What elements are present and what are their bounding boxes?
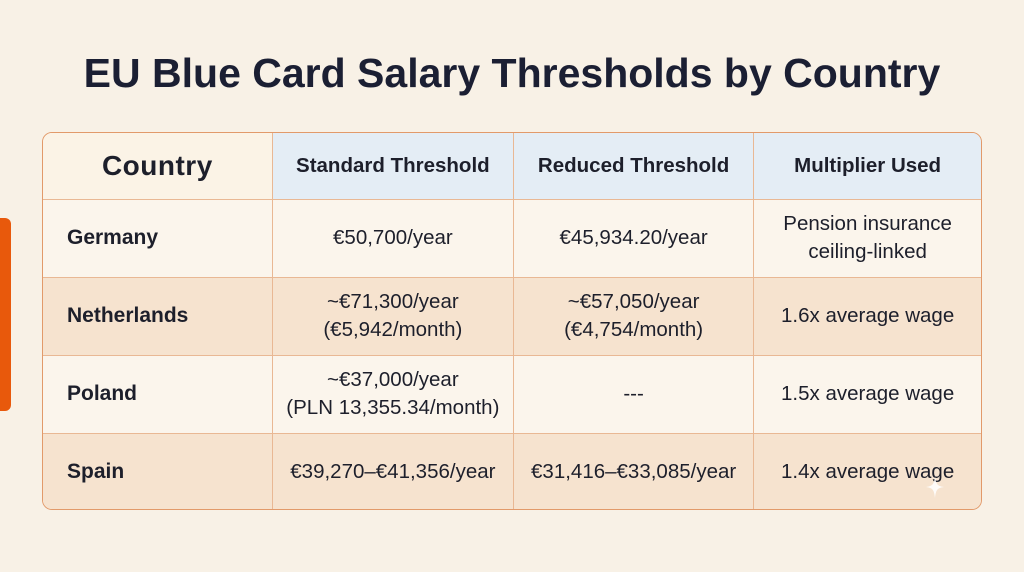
header-multiplier-used: Multiplier Used xyxy=(753,133,981,200)
threshold-table: Country Standard Threshold Reduced Thres… xyxy=(43,133,981,509)
page-title: EU Blue Card Salary Thresholds by Countr… xyxy=(83,50,941,96)
table-row: Netherlands ~€71,300/year (€5,942/month)… xyxy=(43,277,981,356)
table-row: Poland ~€37,000/year (PLN 13,355.34/mont… xyxy=(43,355,981,434)
cell-multiplier-used: 1.4x average wage xyxy=(753,433,981,509)
cell-country: Spain xyxy=(43,433,273,509)
cell-reduced-threshold: €31,416–€33,085/year xyxy=(513,433,755,509)
cell-standard-threshold: €50,700/year xyxy=(272,199,514,278)
accent-bar xyxy=(0,218,11,411)
cell-country: Germany xyxy=(43,199,273,278)
table-header-row: Country Standard Threshold Reduced Thres… xyxy=(43,133,981,200)
table-row: Germany €50,700/year €45,934.20/year Pen… xyxy=(43,199,981,278)
header-standard-threshold: Standard Threshold xyxy=(272,133,514,200)
cell-country: Poland xyxy=(43,355,273,434)
cell-reduced-threshold: ~€57,050/year (€4,754/month) xyxy=(513,277,755,356)
cell-multiplier-used: 1.6x average wage xyxy=(753,277,981,356)
threshold-table-container: Country Standard Threshold Reduced Thres… xyxy=(42,132,982,510)
cell-standard-threshold: ~€37,000/year (PLN 13,355.34/month) xyxy=(272,355,514,434)
cell-multiplier-used: 1.5x average wage xyxy=(753,355,981,434)
header-reduced-threshold: Reduced Threshold xyxy=(513,133,755,200)
cell-standard-threshold: €39,270–€41,356/year xyxy=(272,433,514,509)
cell-reduced-threshold: --- xyxy=(513,355,755,434)
sparkle-icon xyxy=(926,476,944,498)
cell-standard-threshold: ~€71,300/year (€5,942/month) xyxy=(272,277,514,356)
header-country: Country xyxy=(43,133,273,200)
cell-country: Netherlands xyxy=(43,277,273,356)
table-row: Spain €39,270–€41,356/year €31,416–€33,0… xyxy=(43,433,981,509)
cell-multiplier-used: Pension insurance ceiling-linked xyxy=(753,199,981,278)
cell-reduced-threshold: €45,934.20/year xyxy=(513,199,755,278)
